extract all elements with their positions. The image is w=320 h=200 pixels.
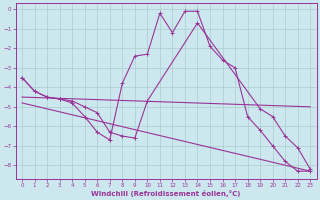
X-axis label: Windchill (Refroidissement éolien,°C): Windchill (Refroidissement éolien,°C): [92, 190, 241, 197]
